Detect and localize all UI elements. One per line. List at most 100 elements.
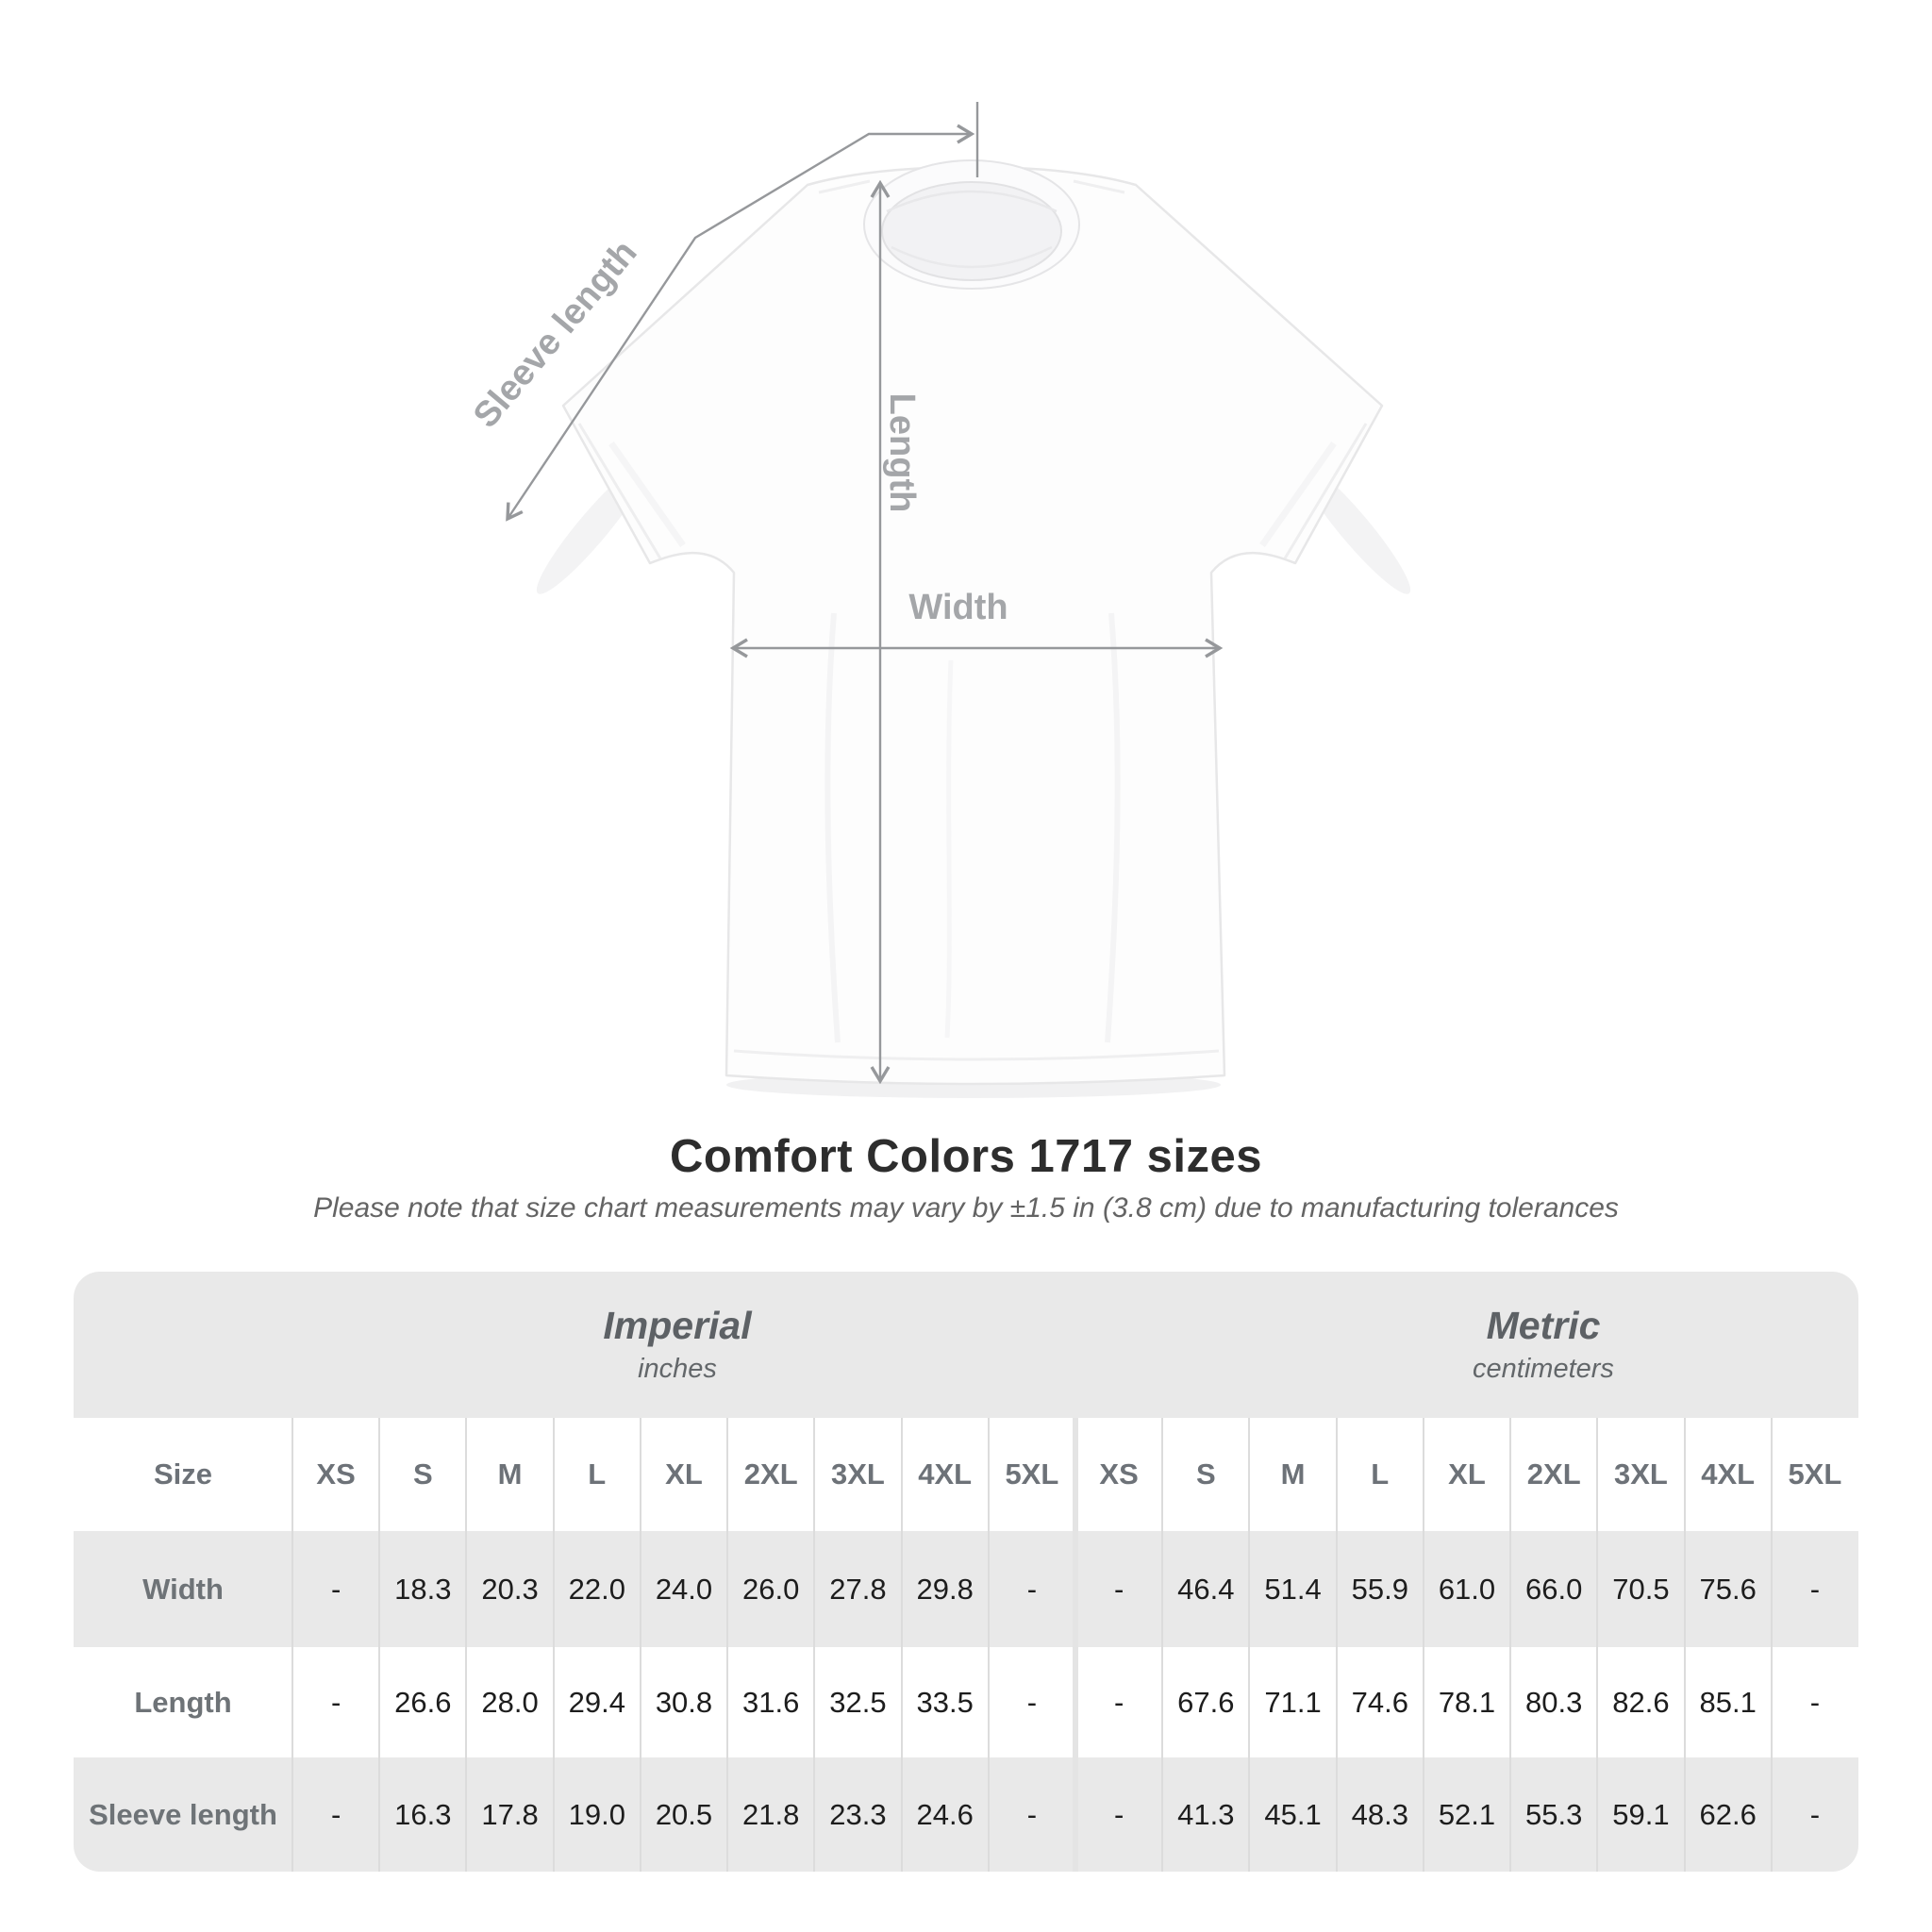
row-label: Width [142,1572,224,1606]
column-separator [465,1418,468,1872]
cell: 20.3 [481,1572,539,1606]
column-separator [1248,1418,1251,1872]
cell: 82.6 [1612,1685,1670,1719]
cell: 59.1 [1612,1797,1670,1831]
column-separator [1161,1418,1164,1872]
column-separator [1683,1418,1686,1872]
metric-unit-label: centimeters [1473,1354,1614,1384]
cell: 46.4 [1177,1572,1235,1606]
column-header: L [588,1457,607,1491]
row-stripe [74,1647,1858,1757]
column-header: XL [665,1457,703,1491]
cell: 55.9 [1351,1572,1408,1606]
cell: 85.1 [1699,1685,1757,1719]
size-table: Imperial inches Metric centimeters Size … [74,1272,1858,1872]
cell: 17.8 [481,1797,539,1831]
cell: - [1113,1572,1124,1606]
column-header: M [497,1457,523,1491]
cell: 67.6 [1177,1685,1235,1719]
column-header: 3XL [1614,1457,1668,1491]
column-separator [813,1418,816,1872]
column-separator [900,1418,903,1872]
column-header: 5XL [1005,1457,1059,1491]
cell: 51.4 [1264,1572,1322,1606]
cell: 18.3 [394,1572,452,1606]
table-row-length: Length - 26.6 28.0 29.4 30.8 31.6 32.5 3… [74,1647,1858,1757]
cell: 33.5 [916,1685,974,1719]
cell: 45.1 [1264,1797,1322,1831]
cell: - [1026,1685,1038,1719]
cell: 62.6 [1699,1797,1757,1831]
page-title: Comfort Colors 1717 sizes [670,1131,1262,1182]
cell: 41.3 [1177,1797,1235,1831]
row-stripe [74,1418,1858,1531]
column-header: XS [1099,1457,1139,1491]
width-label: Width [908,588,1008,627]
column-separator [552,1418,555,1872]
column-header: XS [316,1457,356,1491]
cell: 55.3 [1525,1797,1583,1831]
row-label: Sleeve length [89,1797,277,1831]
cell: - [330,1685,341,1719]
tolerance-note: Please note that size chart measurements… [313,1192,1619,1224]
cell: 66.0 [1525,1572,1583,1606]
cell: 26.0 [742,1572,800,1606]
cell: 26.6 [394,1685,452,1719]
cell: - [1113,1685,1124,1719]
cell: 61.0 [1438,1572,1496,1606]
cell: - [1026,1572,1038,1606]
cell: 23.3 [829,1797,887,1831]
cell: 24.6 [916,1797,974,1831]
cell: - [330,1572,341,1606]
cell: 78.1 [1438,1685,1496,1719]
cell: 27.8 [829,1572,887,1606]
tshirt-measurement-diagram: Sleeve length Length Width [466,102,1411,1098]
cell: - [1026,1797,1038,1831]
column-separator [1335,1418,1338,1872]
cell: 52.1 [1438,1797,1496,1831]
column-separator [291,1418,293,1872]
cell: 20.5 [655,1797,713,1831]
cell: 80.3 [1525,1685,1583,1719]
cell: 24.0 [655,1572,713,1606]
column-header: S [1195,1457,1216,1491]
column-separator [639,1418,641,1872]
column-separator [987,1418,990,1872]
table-row-width: Width - 18.3 20.3 22.0 24.0 26.0 27.8 29… [74,1531,1858,1647]
cell: 48.3 [1351,1797,1408,1831]
cell: - [330,1797,341,1831]
cell: 75.6 [1699,1572,1757,1606]
column-header: 2XL [743,1457,798,1491]
cell: - [1809,1685,1821,1719]
column-separator [1770,1418,1773,1872]
imperial-group-header: Imperial inches [441,1302,913,1389]
cell: 16.3 [394,1797,452,1831]
cell: 30.8 [655,1685,713,1719]
cell: 29.8 [916,1572,974,1606]
metric-label: Metric [1486,1304,1601,1347]
row-label: Length [134,1685,232,1719]
cell: - [1809,1797,1821,1831]
cell: - [1809,1572,1821,1606]
imperial-unit-label: inches [638,1354,717,1384]
measurement-lines [506,102,1224,1085]
column-header: XL [1448,1457,1486,1491]
column-separator [378,1418,381,1872]
length-label: Length [882,393,922,513]
cell: 19.0 [568,1797,625,1831]
sleeve-length-arrow [506,124,975,522]
cell: 71.1 [1264,1685,1322,1719]
column-separator [1596,1418,1599,1872]
group-separator [1072,1418,1078,1872]
column-header: 4XL [918,1457,973,1491]
cell: 32.5 [829,1685,887,1719]
cell: 22.0 [568,1572,625,1606]
column-header: 5XL [1788,1457,1842,1491]
table-header-row: Size XS S M L XL 2XL 3XL 4XL 5XL XS S M … [74,1418,1858,1531]
column-header: M [1280,1457,1306,1491]
column-separator [1422,1418,1424,1872]
column-separator [1509,1418,1512,1872]
size-header: Size [153,1457,213,1491]
imperial-label: Imperial [603,1304,752,1347]
